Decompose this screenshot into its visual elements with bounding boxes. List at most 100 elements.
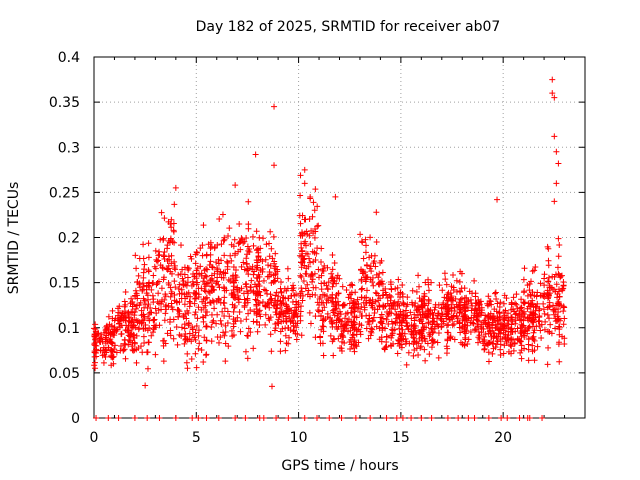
data-point [529,297,536,304]
data-point [422,279,429,286]
data-point [328,318,335,325]
data-point [425,287,432,294]
data-point [513,301,520,308]
data-point [544,328,551,335]
data-point [560,279,567,286]
data-point [168,216,175,223]
data-point [443,281,450,288]
data-point [548,330,555,337]
data-point [429,315,436,322]
data-point [497,320,504,327]
data-point [435,354,442,361]
data-point [489,324,496,331]
data-point [125,341,132,348]
data-point [91,353,98,360]
data-point [155,290,162,297]
data-point [298,285,305,292]
data-point [524,292,531,299]
data-point [555,308,562,315]
data-point [134,318,141,325]
data-point [134,319,141,326]
data-point [244,332,251,339]
data-point [331,306,338,313]
data-point [357,331,364,338]
data-point [492,290,499,297]
data-point [152,305,159,312]
data-point [489,314,496,321]
data-point [468,300,475,307]
data-point [267,297,274,304]
data-point [272,297,279,304]
data-point [529,334,536,341]
data-point [415,340,422,347]
data-point [461,295,468,302]
data-point [178,242,185,249]
data-point [184,350,191,357]
data-point [330,280,337,287]
data-point [195,304,202,311]
data-point [297,312,304,319]
data-point [451,307,458,314]
data-point [536,307,543,314]
data-point [112,342,119,349]
data-point [444,305,451,312]
data-point [559,287,566,294]
data-point [247,329,254,336]
data-point [497,336,504,343]
data-point [194,249,201,256]
data-point [145,296,152,303]
data-point [445,321,452,328]
data-point [327,332,334,339]
data-point [121,346,128,353]
data-point [133,346,140,353]
data-point [183,359,190,366]
data-point [196,271,203,278]
data-point [171,258,178,265]
data-point [230,323,237,330]
data-point [246,246,253,253]
data-point [194,265,201,272]
data-point [552,325,559,332]
data-point [236,239,243,246]
data-point [256,300,263,307]
data-point [286,305,293,312]
data-point [541,326,548,333]
data-point [315,222,322,229]
data-point [133,265,140,272]
data-point [231,291,238,298]
data-point [350,332,357,339]
data-point [475,339,482,346]
data-point [195,345,202,352]
data-point [456,309,463,316]
data-point [408,315,415,322]
data-point [214,242,221,249]
data-point [300,277,307,284]
data-point [541,310,548,317]
data-point [529,268,536,275]
data-point [336,316,343,323]
data-point [377,295,384,302]
data-point [272,278,279,285]
data-point [108,338,115,345]
data-point [122,317,129,324]
data-point [346,300,353,307]
data-point [329,277,336,284]
data-point [230,316,237,323]
data-point [297,220,304,227]
data-point [91,331,98,338]
data-point [329,283,336,290]
data-point [195,415,202,421]
y-tick-label: 0.4 [58,50,80,66]
data-point [301,415,308,421]
data-point [128,295,135,302]
data-point [150,272,157,279]
data-point [399,290,406,297]
data-point [561,304,568,311]
data-point [184,336,191,343]
data-point [231,236,238,243]
data-point [243,283,250,290]
data-point [338,348,345,355]
data-point [359,239,366,246]
data-point [271,162,278,169]
data-point [430,318,437,325]
